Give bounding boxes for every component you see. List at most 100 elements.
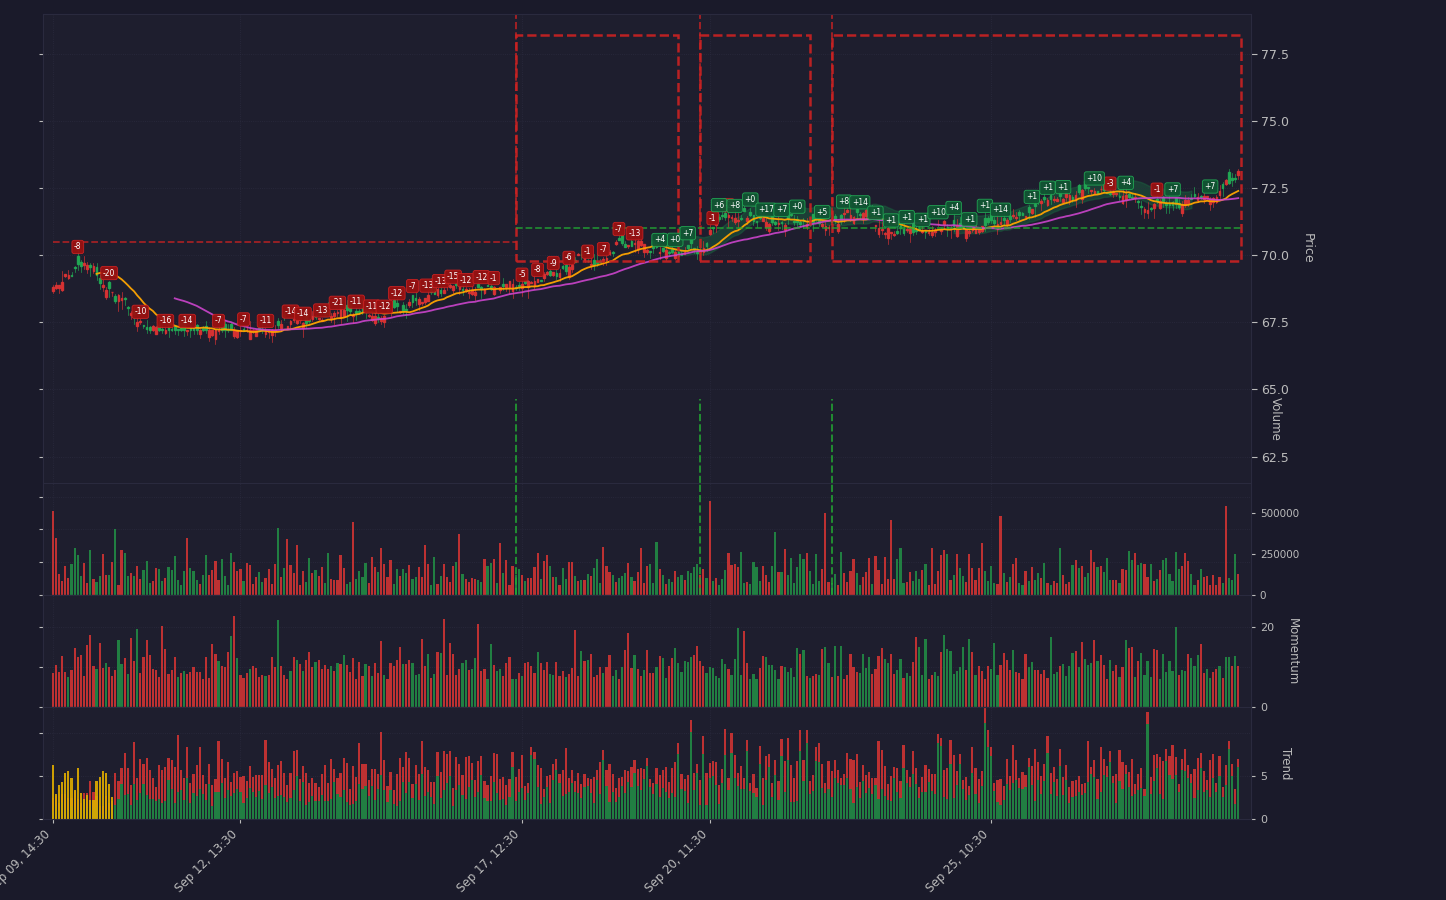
Bar <box>1031 662 1032 707</box>
Bar <box>1196 655 1199 707</box>
Bar <box>281 796 282 819</box>
Bar <box>630 241 632 246</box>
Bar <box>158 677 161 707</box>
Bar <box>262 328 263 330</box>
Bar <box>1216 196 1218 202</box>
Bar <box>442 290 444 292</box>
Bar <box>561 568 564 595</box>
Text: +1: +1 <box>901 212 912 221</box>
Bar <box>625 244 626 248</box>
Bar <box>612 677 613 707</box>
Bar <box>1056 672 1058 707</box>
Bar <box>480 671 483 707</box>
Bar <box>64 810 67 819</box>
Bar <box>1106 192 1108 193</box>
Bar <box>211 785 214 806</box>
Bar <box>114 528 117 595</box>
Bar <box>552 779 554 819</box>
Bar <box>1015 779 1018 819</box>
Bar <box>467 787 470 819</box>
Bar <box>281 666 282 707</box>
Text: -10: -10 <box>134 307 146 316</box>
Bar <box>1219 577 1220 595</box>
Text: -11: -11 <box>259 317 272 326</box>
Bar <box>55 794 56 819</box>
Bar <box>1197 197 1199 201</box>
Bar <box>636 240 639 249</box>
Bar <box>1215 670 1218 707</box>
Bar <box>205 326 207 330</box>
Text: +10: +10 <box>930 208 946 217</box>
Text: -7: -7 <box>409 282 416 291</box>
Bar <box>1093 562 1096 595</box>
Bar <box>711 761 714 776</box>
Bar <box>224 324 226 330</box>
Bar <box>233 330 236 336</box>
Bar <box>181 322 182 330</box>
Bar <box>149 654 150 707</box>
Bar <box>912 751 914 774</box>
Bar <box>1082 190 1083 199</box>
Bar <box>480 286 482 289</box>
Bar <box>289 773 292 797</box>
Bar <box>106 773 107 819</box>
Bar <box>868 558 870 595</box>
Bar <box>362 577 363 595</box>
Bar <box>490 776 492 801</box>
Bar <box>865 775 868 793</box>
Bar <box>628 771 629 782</box>
Bar <box>184 800 185 819</box>
Bar <box>424 796 427 819</box>
Bar <box>1056 796 1058 819</box>
Bar <box>628 245 629 247</box>
Bar <box>171 670 172 707</box>
Bar <box>969 795 970 819</box>
Bar <box>1047 200 1048 205</box>
Bar <box>602 547 604 595</box>
Bar <box>359 742 360 784</box>
Bar <box>837 770 839 783</box>
Bar <box>218 330 220 331</box>
Bar <box>208 678 210 707</box>
Bar <box>477 760 479 793</box>
Bar <box>811 775 814 791</box>
Bar <box>599 583 602 595</box>
Bar <box>870 584 873 595</box>
Bar <box>518 792 521 819</box>
Bar <box>937 572 938 595</box>
Bar <box>98 576 101 595</box>
Bar <box>262 799 263 819</box>
Bar <box>375 567 376 595</box>
Bar <box>771 665 774 707</box>
Bar <box>364 562 367 595</box>
Bar <box>168 779 169 819</box>
Bar <box>442 619 445 707</box>
Bar <box>237 330 239 338</box>
Bar <box>1168 662 1171 707</box>
Bar <box>117 781 120 799</box>
Bar <box>912 581 914 595</box>
Bar <box>359 662 360 707</box>
Bar <box>142 764 145 785</box>
Bar <box>1037 670 1040 707</box>
Bar <box>87 265 88 268</box>
Bar <box>681 575 683 595</box>
Bar <box>1058 193 1061 196</box>
Bar <box>95 670 98 707</box>
Bar <box>803 760 804 781</box>
Bar <box>1009 790 1011 819</box>
Text: -13: -13 <box>434 276 447 285</box>
Bar <box>988 747 989 819</box>
Bar <box>377 789 379 819</box>
Bar <box>161 626 163 707</box>
Bar <box>943 770 946 796</box>
Bar <box>87 644 88 707</box>
Bar <box>187 778 188 819</box>
Bar <box>276 765 279 796</box>
Bar <box>969 231 970 233</box>
Bar <box>434 557 435 595</box>
Bar <box>643 779 645 819</box>
Bar <box>633 580 636 595</box>
Bar <box>792 802 795 819</box>
Bar <box>334 313 335 316</box>
